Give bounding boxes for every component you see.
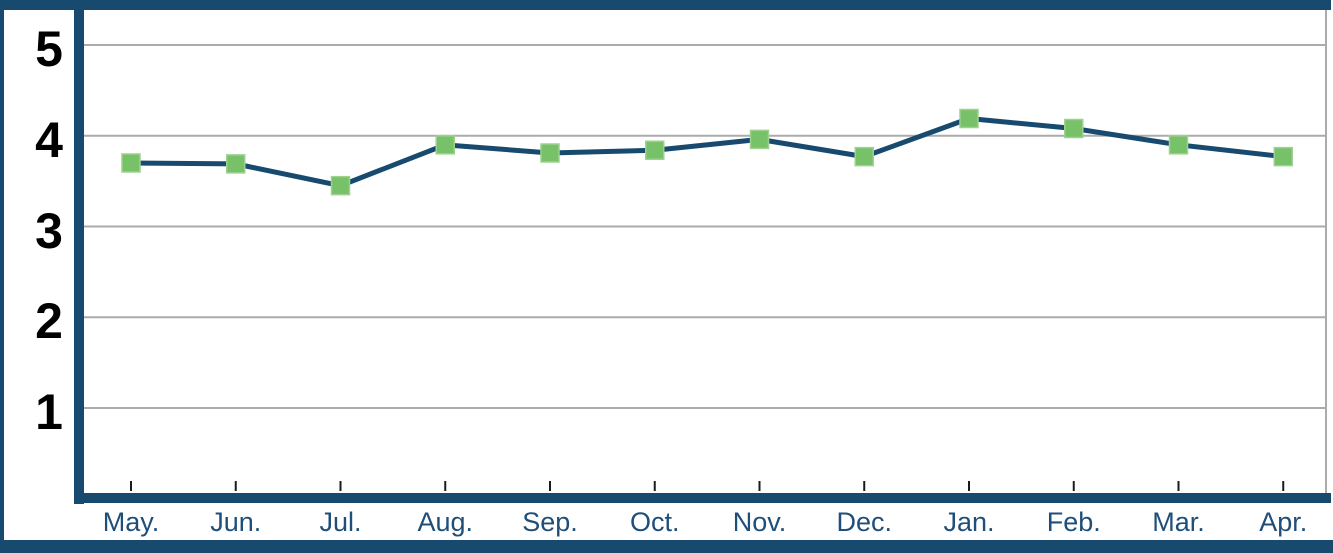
x-axis-label: Nov.: [732, 507, 787, 537]
data-point-marker: [540, 143, 560, 163]
y-axis-label: 3: [35, 202, 63, 259]
data-point-marker: [330, 175, 351, 196]
y-axis-label: 2: [35, 293, 63, 350]
data-point-marker: [1273, 146, 1293, 167]
chart-border-bottom: [0, 540, 1333, 553]
y-axis-label: 5: [35, 21, 63, 77]
x-axis-line: [74, 493, 1331, 503]
data-point-marker: [1064, 118, 1084, 139]
x-axis-label: Apr.: [1259, 507, 1308, 537]
data-point-marker: [959, 108, 979, 129]
x-axis-label: Oct.: [629, 507, 680, 537]
series-line: [128, 116, 1286, 189]
y-axis-label: 1: [35, 384, 63, 440]
x-axis-label: Sep.: [522, 507, 578, 537]
x-axis-label: Jul.: [319, 507, 362, 537]
data-point-marker: [749, 129, 770, 150]
x-axis-label: Mar.: [1152, 507, 1205, 537]
x-axis-label: Jun.: [210, 507, 262, 537]
chart-border-top: [0, 0, 1331, 10]
data-point-marker: [226, 154, 246, 174]
y-axis-label: 4: [35, 111, 63, 168]
data-point-marker: [1168, 135, 1189, 155]
x-axis-label: Aug.: [417, 507, 474, 537]
data-point-marker: [645, 140, 665, 161]
x-axis-label: Jan.: [943, 507, 995, 537]
x-axis-label: May.: [102, 507, 160, 537]
y-axis-line: [74, 10, 84, 504]
plot-right-border: [1325, 10, 1327, 493]
chart-border-left: [0, 0, 4, 553]
x-axis-label: Feb.: [1046, 507, 1101, 537]
data-point-marker: [854, 146, 874, 167]
data-point-marker: [121, 153, 141, 173]
data-point-marker: [435, 135, 455, 155]
x-axis-label: Dec.: [836, 507, 893, 537]
